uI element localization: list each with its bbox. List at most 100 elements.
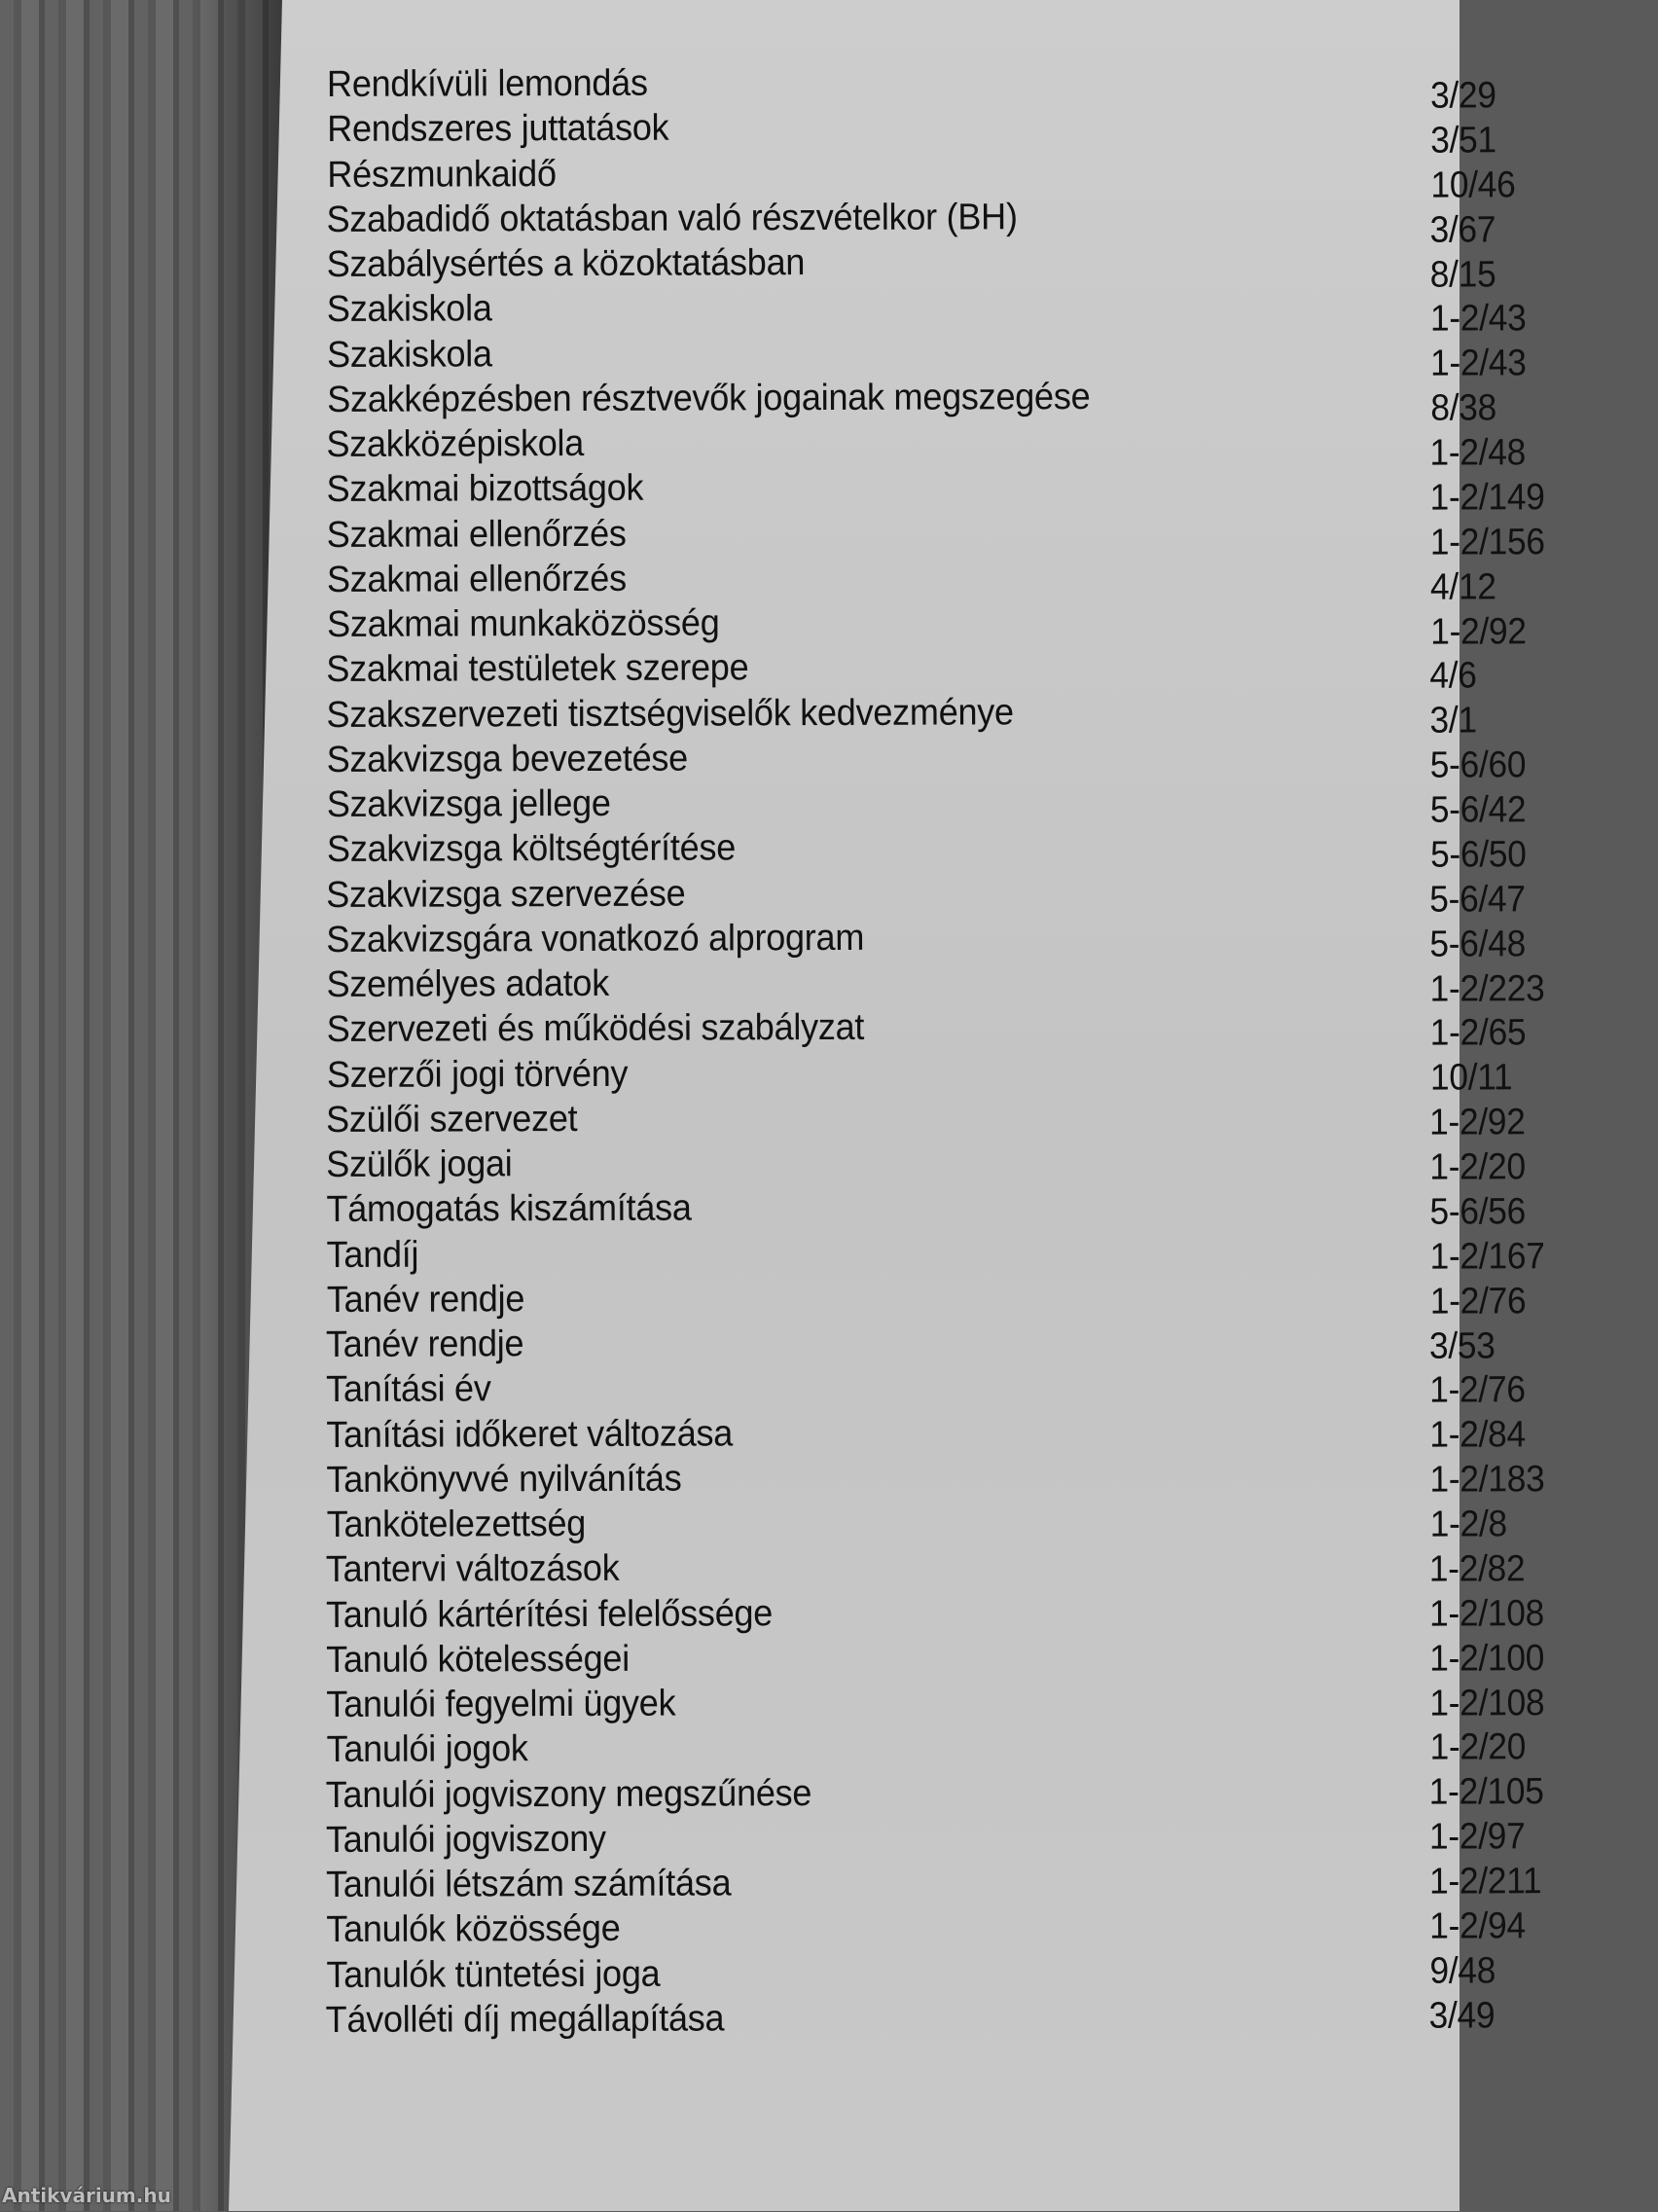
index-entry: Rendkívüli lemondás 3/29	[326, 59, 1592, 117]
entry-label: Szakszervezeti tisztségviselők kedvezmén…	[326, 691, 1015, 736]
entry-label: Személyes adatok	[326, 962, 610, 1005]
index-entry: Szakképzésben résztvevők jogainak megsze…	[326, 375, 1592, 429]
index-entry: Szülők jogai 1-2/20	[326, 1140, 1591, 1189]
index-entry: Szabálysértés a közoktatásban 8/15	[326, 239, 1592, 295]
entry-reference: 1-2/100	[1429, 1637, 1545, 1680]
index-entry: Személyes adatok 1-2/223	[326, 960, 1591, 1009]
index-entry: Tanulói létszám számítása 1-2/211	[326, 1860, 1591, 1909]
index-entry: Rendszeres juttatások 3/51	[326, 104, 1592, 162]
page	[229, 0, 1460, 2211]
index-entry: Tanulói fegyelmi ügyek 1-2/108	[326, 1680, 1591, 1729]
index-entry: Szakmai ellenőrzés 1-2/156	[326, 509, 1592, 562]
entry-label: Tanév rendje	[326, 1278, 524, 1321]
entry-reference: 3/49	[1428, 1995, 1496, 2037]
entry-label: Szülők jogai	[326, 1143, 513, 1185]
entry-label: Tanulói jogviszony megszűnése	[326, 1772, 812, 1816]
entry-reference: 1-2/92	[1429, 1102, 1527, 1143]
watermark-logo: Antikvárium.hu	[2, 2184, 171, 2207]
entry-label: Támogatás kiszámítása	[326, 1187, 692, 1231]
entry-reference: 1-2/108	[1429, 1593, 1545, 1635]
index-entry: Szülői szervezet 1-2/92	[326, 1095, 1591, 1144]
entry-label: Szabálysértés a közoktatásban	[326, 242, 806, 285]
entry-label: Tanulói jogviszony	[326, 1818, 607, 1861]
entry-label: Részmunkaidő	[326, 153, 557, 196]
entry-reference: 1-2/211	[1429, 1861, 1542, 1903]
index-entry: Részmunkaidő 10/46	[326, 149, 1592, 206]
index-entry: Szervezeti és működési szabályzat 1-2/65	[326, 1004, 1591, 1054]
index-entry: Tankönyvvé nyilvánítás 1-2/183	[326, 1455, 1591, 1505]
index-entry: Szakmai munkaközösség 1-2/92	[326, 599, 1592, 652]
entry-label: Rendszeres juttatások	[326, 107, 669, 151]
entry-label: Tanulói fegyelmi ügyek	[326, 1683, 676, 1725]
entry-reference: 3/53	[1429, 1324, 1496, 1367]
entry-reference: 10/11	[1429, 1057, 1513, 1099]
entry-label: Távolléti díj megállapítása	[325, 1998, 725, 2041]
index-entry: Szakvizsga szervezése 5-6/47	[326, 869, 1591, 920]
index-entry: Szakvizsga bevezetése 5-6/60	[326, 735, 1592, 785]
index-entry: Szakközépiskola 1-2/48	[326, 419, 1592, 474]
index-entry: Szakiskola 1-2/43	[327, 329, 1592, 384]
entry-label: Szülői szervezet	[326, 1098, 578, 1141]
entry-reference: 1-2/108	[1429, 1682, 1545, 1724]
index-entry: Tandíj 1-2/167	[326, 1229, 1591, 1279]
entry-reference: 1-2/94	[1428, 1905, 1526, 1947]
entry-label: Szakközépiskola	[326, 422, 585, 465]
index-entry: Szakmai testületek szerepe 4/6	[326, 644, 1592, 697]
index-entry: Tanulói jogviszony megszűnése 1-2/105	[326, 1770, 1591, 1820]
entry-reference: 1-2/65	[1429, 1012, 1527, 1055]
entry-label: Tanuló kötelességei	[326, 1638, 630, 1681]
entry-label: Szakmai testületek szerepe	[326, 647, 749, 691]
entry-reference: 1-2/20	[1429, 1726, 1526, 1769]
entry-reference: 1-2/105	[1429, 1771, 1545, 1813]
index-entry: Szakmai ellenőrzés 4/12	[326, 555, 1592, 608]
entry-label: Szakképzésben résztvevők jogainak megsze…	[326, 376, 1091, 420]
index-entry: Szakmai bizottságok 1-2/149	[326, 464, 1592, 519]
entry-label: Szakiskola	[326, 288, 492, 331]
index-entry: Szakvizsga költségtérítése 5-6/50	[326, 824, 1592, 876]
index-entry: Tanulói jogviszony 1-2/97	[326, 1815, 1591, 1865]
entry-label: Tankönyvvé nyilvánítás	[326, 1458, 682, 1501]
entry-label: Szabadidő oktatásban való részvételkor (…	[326, 197, 1019, 240]
index-entry: Tantervi változások 1-2/82	[326, 1544, 1591, 1594]
entry-label: Tanítási időkeret változása	[326, 1412, 734, 1456]
entry-label: Szakvizsga költségtérítése	[326, 827, 736, 871]
index-entry: Tanuló kártérítési felelőssége 1-2/108	[326, 1590, 1591, 1640]
entry-label: Tandíj	[326, 1234, 419, 1276]
index-entry: Támogatás kiszámítása 5-6/56	[326, 1184, 1591, 1234]
entry-label: Szakvizsga szervezése	[326, 873, 686, 916]
entry-reference: 1-2/167	[1429, 1235, 1545, 1278]
entry-label: Szakmai ellenőrzés	[326, 558, 627, 600]
entry-label: Szakvizsga bevezetése	[326, 738, 689, 780]
entry-label: Tantervi változások	[326, 1548, 620, 1591]
index-entry: Tanulók tüntetési joga 9/48	[326, 1950, 1591, 2000]
entry-reference: 1-2/183	[1429, 1459, 1545, 1501]
index-entry: Szakiskola 1-2/43	[326, 284, 1592, 340]
index-entry: Tanítási év 1-2/76	[326, 1364, 1591, 1414]
index-entry: Tanulói jogok 1-2/20	[326, 1724, 1591, 1774]
index-entry: Tanulók közössége 1-2/94	[326, 1904, 1591, 1954]
entry-label: Rendkívüli lemondás	[326, 62, 648, 105]
entry-reference: 1-2/84	[1429, 1414, 1526, 1456]
entry-label: Tanulói jogok	[326, 1728, 528, 1771]
entry-reference: 1-2/76	[1429, 1280, 1527, 1323]
entry-label: Tanév rendje	[326, 1324, 524, 1365]
entry-label: Szakmai munkaközösség	[326, 602, 720, 645]
index-entry: Szakszervezeti tisztségviselők kedvezmén…	[326, 689, 1592, 742]
entry-reference: 1-2/20	[1429, 1146, 1527, 1188]
entry-label: Szakmai bizottságok	[326, 467, 644, 511]
index-entry: Tanítási időkeret változása 1-2/84	[326, 1409, 1591, 1459]
entry-label: Tanítási év	[326, 1368, 491, 1411]
entry-label: Szakmai ellenőrzés	[326, 513, 627, 556]
index-entry: Tanuló kötelességei 1-2/100	[326, 1635, 1591, 1685]
entry-label: Tanulók közössége	[325, 1908, 621, 1951]
entry-reference: 1-2/97	[1429, 1816, 1526, 1858]
index-entry: Szabadidő oktatásban való részvételkor (…	[326, 195, 1592, 250]
entry-label: Szakvizsgára vonatkozó alprogram	[326, 917, 865, 961]
entry-reference: 1-2/76	[1429, 1369, 1526, 1412]
index-entry: Tankötelezettség 1-2/8	[326, 1500, 1591, 1549]
entry-label: Tanulók tüntetési joga	[325, 1953, 661, 1996]
entry-reference: 5-6/56	[1429, 1191, 1527, 1233]
index-entry: Szakvizsgára vonatkozó alprogram 5-6/48	[326, 915, 1591, 965]
entry-label: Szerzői jogi törvény	[326, 1053, 628, 1096]
